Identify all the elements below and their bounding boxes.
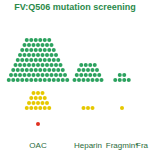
svg-text:Fragmin*: Fragmin*: [106, 141, 138, 150]
svg-text:OAC: OAC: [29, 141, 47, 150]
svg-text:Heparin: Heparin: [74, 141, 102, 150]
html-text:FV:Q506 mutation screening: FV:Q506 mutation screening: [14, 2, 136, 12]
svg-text:Fra: Fra: [136, 141, 142, 150]
